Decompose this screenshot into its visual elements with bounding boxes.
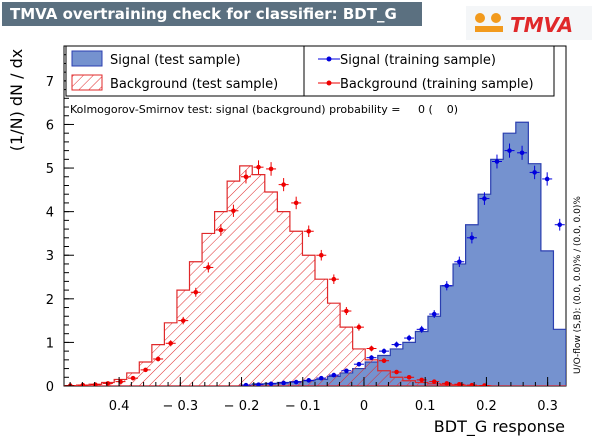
background-training-point: [379, 358, 390, 364]
y-tick-label: 7: [46, 75, 54, 90]
signal-training-point: [328, 372, 339, 378]
legend-label-background-train: Background (training sample): [340, 77, 534, 92]
x-tick-label: − 0.2: [224, 399, 260, 414]
x-tick-label: 0.1: [415, 399, 436, 414]
background-training-point: [266, 162, 277, 176]
background-training-point: [479, 383, 490, 386]
background-training-point: [391, 369, 402, 375]
background-training-point: [203, 262, 214, 273]
legend-label-signal-test: Signal (test sample): [110, 53, 241, 68]
y-axis-label: (1/N) dN / dx: [7, 49, 26, 151]
signal-training-point: [517, 145, 528, 160]
signal-training-point: [491, 154, 502, 169]
signal-training-point: [441, 281, 452, 291]
legend-box-left: [65, 45, 305, 97]
background-training-point: [466, 382, 477, 386]
signal-training-point: [379, 348, 390, 354]
background-training-point: [291, 196, 302, 210]
x-tick-label: 0: [360, 399, 368, 414]
background-training-point: [366, 345, 377, 352]
y-tick-label: 0: [46, 380, 54, 395]
y-tick-label: 2: [46, 293, 54, 308]
x-tick-label: 0.2: [476, 399, 497, 414]
signal-training-point: [278, 380, 289, 386]
background-training-point: [140, 367, 151, 373]
legend-label-signal-train: Signal (training sample): [340, 53, 496, 68]
y-tick-label: 5: [46, 162, 54, 177]
signal-training-point: [266, 381, 277, 386]
background-training-point: [128, 375, 139, 381]
background-training-point: [190, 287, 201, 297]
x-tick-label: − 0.3: [162, 399, 198, 414]
background-training-point: [215, 224, 226, 236]
background-training-point: [454, 381, 465, 386]
x-tick-label: 0.3: [537, 399, 558, 414]
signal-training-point: [529, 165, 540, 180]
background-training-point: [404, 374, 415, 380]
logo-text: TMVA: [510, 13, 573, 37]
y-tick-label: 6: [46, 118, 54, 133]
background-training-point: [316, 249, 327, 261]
x-tick-label: 0.4: [109, 399, 130, 414]
signal-training-point: [253, 382, 264, 386]
y-tick-label: 1: [46, 336, 54, 351]
signal-training-point: [291, 379, 302, 385]
background-test-histogram: [64, 165, 566, 386]
signal-training-point: [504, 143, 515, 158]
tmva-logo: TMVA: [466, 6, 592, 40]
overflow-note: U/O-flow (S,B): (0.0, 0.0)% / (0.0, 0.0)…: [573, 196, 583, 374]
chart-title: TMVA overtraining check for classifier: …: [2, 2, 422, 26]
signal-training-point: [316, 375, 327, 381]
legend-box-right: [303, 45, 555, 97]
signal-training-point: [429, 310, 440, 318]
background-training-point: [429, 379, 440, 384]
logo-dot: [491, 13, 501, 23]
signal-training-point: [479, 192, 490, 205]
y-tick-label: 3: [46, 249, 54, 264]
signal-training-point: [366, 355, 377, 361]
signal-training-point: [542, 172, 553, 186]
signal-training-point: [466, 232, 477, 244]
y-tick-label: 4: [46, 206, 54, 221]
signal-training-point: [454, 256, 465, 267]
logo-bar: [475, 26, 503, 32]
legend-label-background-test: Background (test sample): [110, 77, 278, 92]
signal-training-point: [240, 382, 251, 386]
background-training-point: [341, 307, 352, 316]
x-axis-label: BDT_G response: [434, 417, 565, 437]
logo-dot: [475, 13, 485, 23]
background-training-point: [165, 340, 176, 347]
background-training-point: [328, 274, 339, 284]
legend-swatch-background-test: [71, 74, 103, 91]
signal-training-point: [554, 218, 565, 231]
signal-training-point: [404, 334, 415, 342]
ks-test-annotation: Kolmogorov-Smirnov test: signal (backgro…: [70, 103, 458, 116]
signal-training-point: [353, 361, 364, 367]
background-training-point: [153, 356, 164, 362]
x-tick-label: − 0.1: [285, 399, 321, 414]
background-training-point: [278, 178, 289, 192]
signal-training-point: [303, 378, 314, 383]
background-training-point: [240, 170, 251, 184]
signal-training-point: [416, 325, 427, 333]
background-training-point: [253, 160, 264, 175]
background-training-point: [228, 204, 239, 217]
signal-training-point: [592, 353, 596, 358]
background-training-point: [303, 225, 314, 238]
signal-training-point: [391, 341, 402, 348]
signal-training-point: [341, 368, 352, 374]
background-training-point: [353, 323, 364, 331]
background-training-point: [178, 316, 189, 325]
legend-swatch-signal-test: [71, 50, 103, 67]
legend: Signal (test sample) Background (test sa…: [65, 45, 555, 97]
